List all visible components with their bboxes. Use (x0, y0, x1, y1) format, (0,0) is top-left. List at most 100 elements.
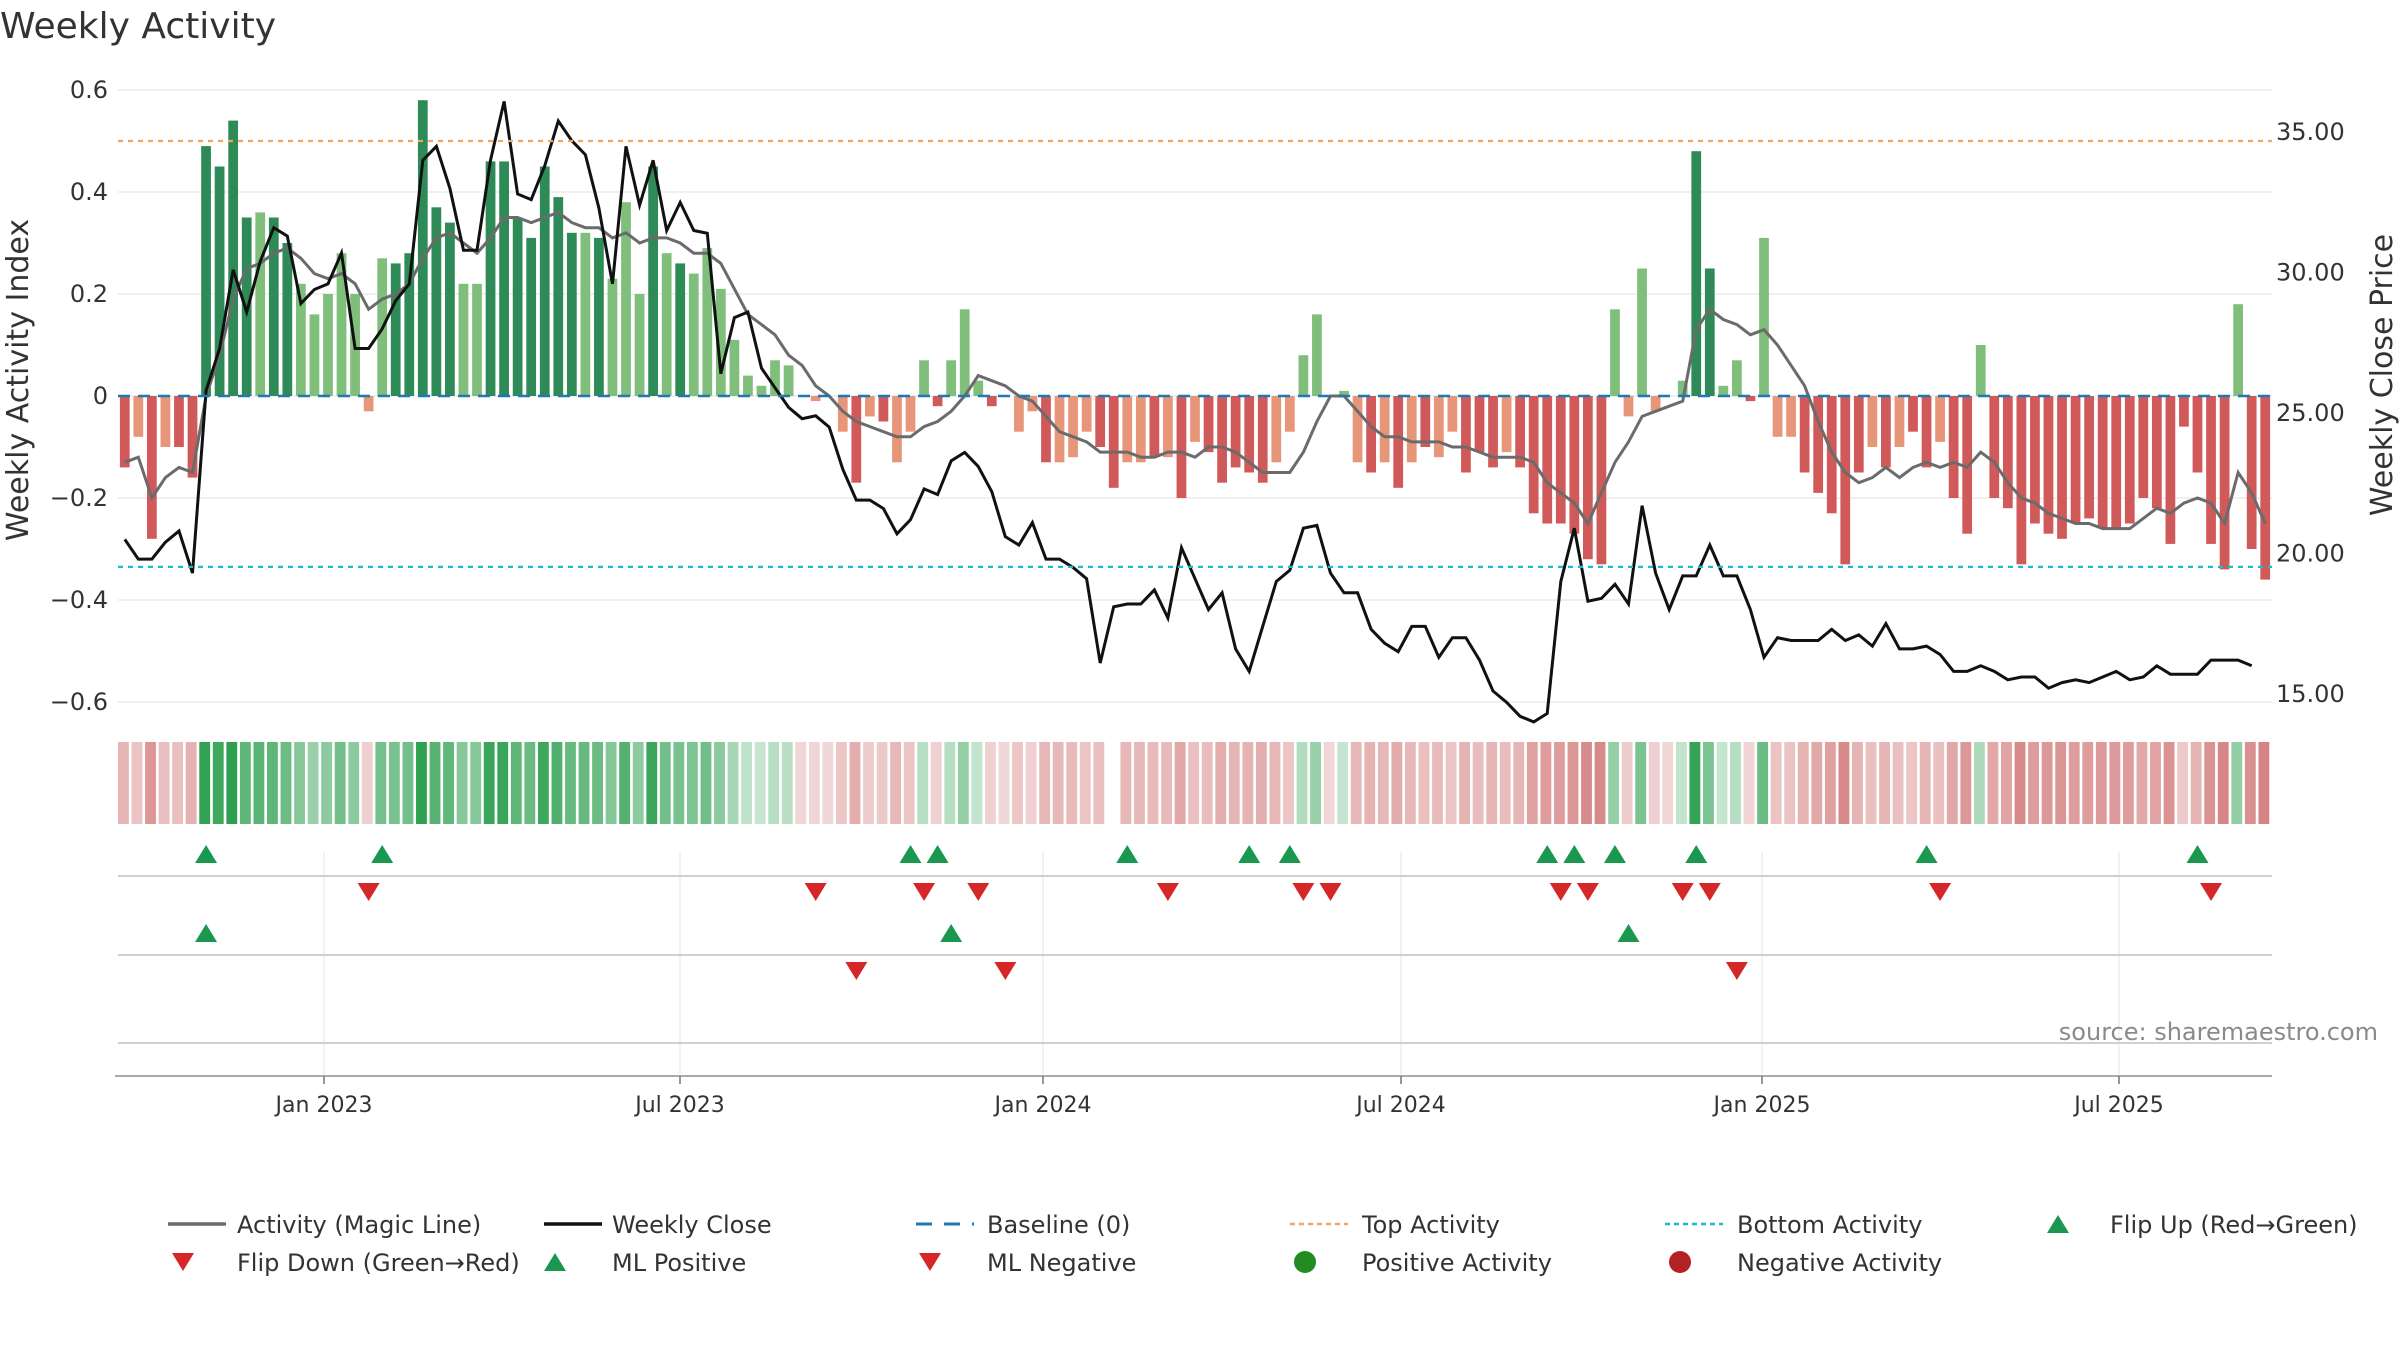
activity-bar (892, 396, 902, 463)
heat-cell (226, 742, 238, 824)
heat-cell (957, 742, 969, 824)
heat-cell (836, 742, 847, 824)
activity-bar (1135, 396, 1146, 463)
activity-bar (851, 396, 862, 483)
activity-bar (1393, 396, 1404, 488)
heat-cell (2001, 742, 2012, 824)
activity-bar (986, 396, 997, 407)
flip-down-marker (804, 883, 827, 901)
heat-cell (1377, 742, 1389, 824)
heat-cell (2163, 742, 2175, 824)
ml-positive-marker (940, 924, 963, 942)
heat-cell (537, 742, 549, 824)
activity-bar (621, 202, 631, 396)
activity-bar (2124, 396, 2135, 524)
heat-cell (646, 742, 658, 824)
flip-down-marker (913, 883, 936, 901)
heat-cell (1540, 742, 1552, 824)
activity-bar (2070, 396, 2081, 524)
heat-cell (659, 742, 671, 824)
heat-cell (2122, 742, 2134, 824)
heat-cell (1404, 742, 1416, 824)
activity-bar (1772, 396, 1783, 437)
activity-bar (160, 396, 171, 447)
flip-down-marker (1929, 883, 1952, 901)
activity-bar (539, 166, 550, 396)
heat-cell (985, 742, 996, 824)
heat-cell (1120, 742, 1132, 824)
legend-swatch (2047, 1215, 2069, 1233)
activity-bar (1759, 237, 1769, 396)
activity-bar (2206, 396, 2216, 544)
heat-cell (1201, 742, 1213, 824)
y-tick-label: −0.2 (50, 484, 108, 512)
activity-bar (255, 212, 266, 396)
activity-bar (1149, 396, 1160, 458)
heat-cell (1770, 742, 1782, 824)
heat-cell (890, 742, 902, 824)
activity-bar (1921, 396, 1932, 468)
series-lines (123, 101, 2267, 724)
activity-bar (1718, 385, 1729, 396)
legend-item-baseline: Baseline (0) (916, 1211, 1130, 1239)
activity-bar (1163, 396, 1173, 458)
activity-bar (1962, 396, 1973, 534)
activity-bar (607, 278, 618, 396)
activity-bar (201, 146, 211, 396)
activity-bar (959, 309, 970, 396)
heat-cell (1730, 742, 1741, 824)
flip-down-marker (1292, 883, 1315, 901)
legend-item-flipup: Flip Up (Red→Green) (2047, 1211, 2358, 1239)
heat-cell (1269, 742, 1281, 824)
activity-bar (1068, 396, 1078, 458)
heat-cell (1608, 742, 1620, 824)
activity-bar (1786, 396, 1796, 437)
heat-cell (700, 742, 712, 824)
activity-bar (228, 120, 239, 396)
x-axis-ticks: Jan 2023 Jul 2023 Jan 2024 Jul 2024 Jan 2025… (274, 1076, 2164, 1118)
activity-bar (1352, 396, 1363, 463)
heat-cell (754, 742, 766, 824)
heat-cell (1567, 742, 1579, 824)
activity-bar (715, 288, 726, 396)
flip-down-marker (357, 883, 380, 901)
flip-down-marker (1156, 883, 1179, 901)
heat-cell (1445, 742, 1457, 824)
heat-cell (1228, 742, 1240, 824)
legend: Activity (Magic Line) Weekly Close Baselin… (168, 1211, 2358, 1277)
heat-cell (1865, 742, 1877, 824)
activity-bar (1745, 396, 1756, 402)
activity-bar (1447, 396, 1458, 432)
activity-bar (2030, 396, 2040, 524)
activity-bar (1867, 396, 1878, 447)
heat-cell (416, 742, 427, 824)
activity-bar (1054, 396, 1065, 463)
flip-down-marker (967, 883, 990, 901)
activity-bar (1095, 396, 1106, 447)
activity-bar (268, 217, 279, 396)
activity-bar (2233, 304, 2244, 396)
magic-line (124, 210, 2267, 531)
activity-bar (119, 396, 130, 468)
legend-label: Bottom Activity (1737, 1211, 1922, 1239)
heat-cell (1919, 742, 1931, 824)
activity-bar (1732, 360, 1742, 396)
activity-bar (2016, 396, 2027, 565)
legend-label: Baseline (0) (987, 1211, 1130, 1239)
activity-bar (1203, 396, 1214, 453)
activity-bar (878, 396, 889, 422)
flip-up-marker (1278, 845, 1301, 863)
chart-title: Weekly Activity (0, 6, 276, 47)
heat-cell (917, 742, 929, 824)
activity-bar (756, 385, 767, 396)
activity-bar (472, 283, 482, 396)
activity-bar (1501, 396, 1512, 453)
heat-cell (239, 742, 251, 824)
legend-label: Activity (Magic Line) (237, 1211, 481, 1239)
activity-bar (1894, 396, 1905, 447)
activity-bar (1284, 396, 1295, 432)
legend-item-top: Top Activity (1290, 1211, 1500, 1239)
activity-bar (174, 396, 184, 447)
heat-cell (1025, 742, 1037, 824)
x-tick-label: Jan 2024 (993, 1093, 1092, 1118)
